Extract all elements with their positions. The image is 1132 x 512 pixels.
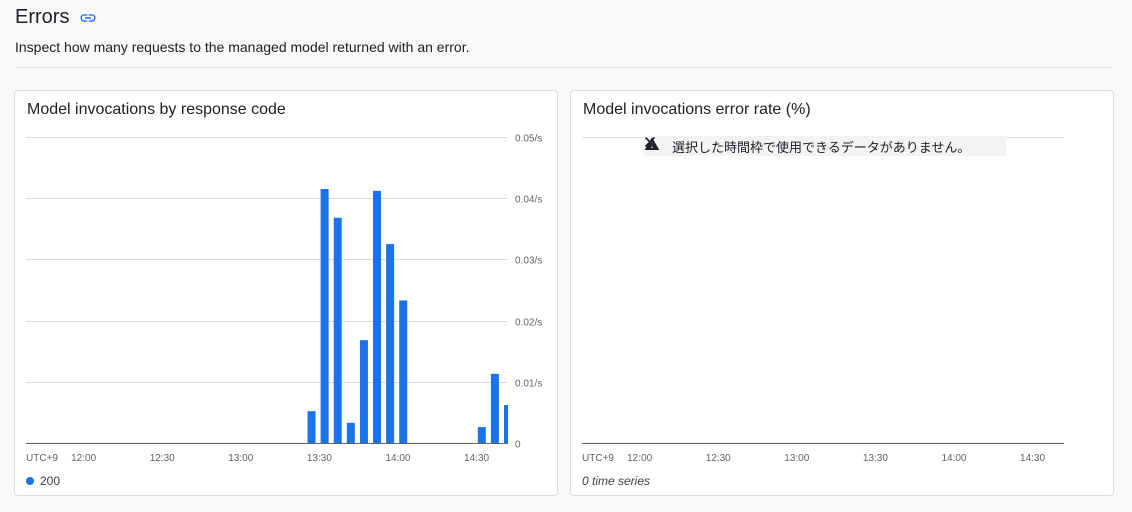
x-tick-label: 12:00 xyxy=(627,453,652,464)
y-tick-label: 0.03/s xyxy=(515,256,542,267)
x-tick-label: 14:30 xyxy=(464,453,489,464)
chart-card-error-rate: Model invocations error rate (%) 12:00 12… xyxy=(570,90,1114,496)
legend-label: 200 xyxy=(40,474,61,488)
link-icon[interactable] xyxy=(79,9,97,27)
bar[interactable] xyxy=(399,300,408,443)
x-tick-label: 13:00 xyxy=(784,453,809,464)
timezone-label: UTC+9 xyxy=(582,453,614,464)
y-tick-label: 0.05/s xyxy=(515,134,542,145)
x-tick-label: 14:30 xyxy=(1020,453,1045,464)
y-tick-label: 0 xyxy=(515,440,521,451)
x-tick-label: 14:00 xyxy=(941,453,966,464)
timezone-label: UTC+9 xyxy=(26,453,58,464)
bar[interactable] xyxy=(359,340,368,443)
bar[interactable] xyxy=(373,190,382,443)
section-header: Errors xyxy=(15,6,97,29)
x-tick-label: 13:30 xyxy=(863,453,888,464)
chart-card-response-code: Model invocations by response code 0.05/… xyxy=(14,90,558,496)
chart-title: Model invocations error rate (%) xyxy=(583,101,811,118)
section-divider xyxy=(15,67,1113,68)
x-tick-label: 13:30 xyxy=(307,453,332,464)
bar[interactable] xyxy=(504,405,508,443)
no-data-notice: 選択した時間枠で使用できるデータがありません。 xyxy=(644,136,1007,156)
section-description: Inspect how many requests to the managed… xyxy=(15,39,470,55)
bar[interactable] xyxy=(333,217,342,443)
response-code-chart: 0.05/s 0.04/s 0.03/s 0.02/s 0.01/s 0 12:00 12:… xyxy=(26,134,542,464)
x-tick-label: 14:00 xyxy=(385,453,410,464)
y-tick-label: 0.01/s xyxy=(515,379,542,390)
y-tick-label: 0.04/s xyxy=(515,195,542,206)
y-tick-label: 0.02/s xyxy=(515,318,542,329)
x-tick-label: 12:30 xyxy=(706,453,731,464)
x-tick-label: 12:30 xyxy=(150,453,175,464)
bar[interactable] xyxy=(307,411,316,443)
legend-swatch xyxy=(26,477,34,485)
bar[interactable] xyxy=(490,373,499,443)
empty-series-note: 0 time series xyxy=(582,474,651,488)
warning-icon xyxy=(644,137,664,154)
x-tick-label: 13:00 xyxy=(228,453,253,464)
chart-title: Model invocations by response code xyxy=(27,101,286,118)
bar[interactable] xyxy=(320,189,329,443)
x-tick-label: 12:00 xyxy=(71,453,96,464)
chart-legend[interactable]: 200 xyxy=(26,474,60,488)
bar[interactable] xyxy=(477,427,486,443)
close-icon[interactable] xyxy=(644,136,996,152)
bar[interactable] xyxy=(386,244,395,443)
section-title: Errors xyxy=(15,6,70,28)
bar[interactable] xyxy=(346,422,355,443)
notice-text: 選択した時間枠で使用できるデータがありません。 xyxy=(672,140,971,156)
